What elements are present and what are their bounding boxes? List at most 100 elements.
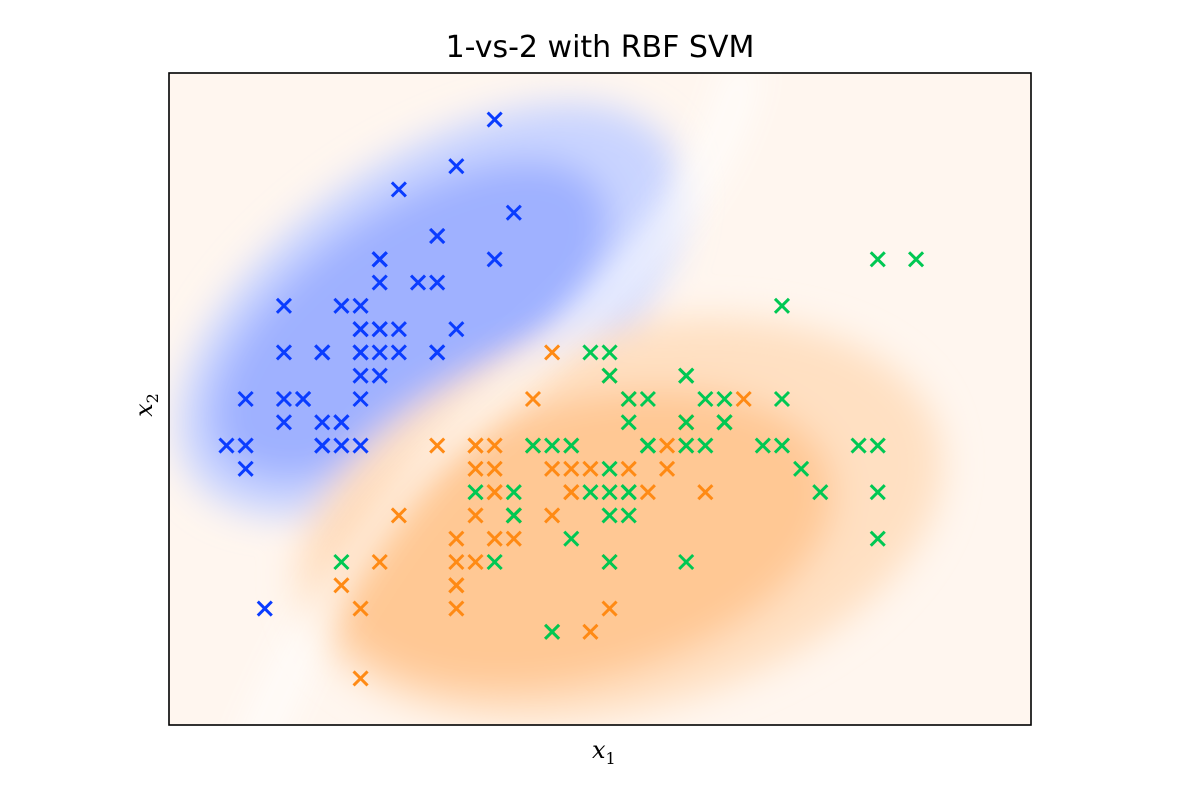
data-point-s3-18 [869, 251, 886, 268]
data-point-s3-48 [639, 437, 656, 454]
data-point-s3-41 [678, 414, 695, 431]
data-point-s3-35 [563, 530, 580, 547]
data-point-s2-45 [467, 507, 484, 524]
data-point-s2-41 [448, 530, 465, 547]
data-point-s3-50 [524, 437, 542, 454]
data-point-s3-20 [544, 623, 561, 640]
data-point-s1-44 [352, 321, 369, 338]
data-point-s1-4 [275, 414, 292, 431]
data-point-s1-19 [486, 251, 503, 268]
data-point-s1-36 [352, 390, 369, 408]
data-point-s1-17 [429, 227, 446, 245]
points-layer [218, 111, 925, 687]
data-point-s3-15 [505, 484, 522, 501]
data-point-s3-30 [773, 437, 791, 454]
data-point-s2-20 [467, 553, 484, 571]
data-point-s3-26 [773, 390, 791, 408]
data-point-s2-47 [486, 460, 503, 477]
data-point-s1-39 [237, 437, 254, 454]
y-axis-label-sub: 2 [143, 393, 162, 403]
data-point-s3-8 [793, 460, 810, 477]
positive-region-inner [211, 160, 609, 480]
data-point-s1-14 [218, 437, 235, 454]
data-point-s2-48 [582, 460, 599, 477]
data-point-s1-31 [314, 414, 331, 431]
data-point-s1-15 [505, 204, 522, 221]
data-point-s1-37 [448, 321, 465, 338]
data-point-s3-21 [716, 390, 733, 408]
decision-background [169, 73, 1031, 725]
data-point-s3-14 [486, 553, 503, 571]
data-point-s3-9 [678, 553, 695, 571]
data-point-s2-15 [467, 460, 484, 477]
data-point-s3-47 [601, 553, 618, 571]
data-point-s2-30 [486, 530, 503, 547]
y-axis-label: x2 [130, 393, 162, 417]
data-point-s2-25 [620, 460, 637, 477]
data-point-s3-43 [505, 507, 522, 524]
data-point-s3-28 [563, 437, 580, 454]
data-point-s1-43 [237, 390, 254, 408]
data-point-s1-2 [333, 437, 350, 454]
data-point-s2-50 [486, 484, 503, 501]
data-point-s3-23 [869, 484, 886, 501]
data-point-s1-46 [314, 437, 331, 454]
data-point-s1-18 [371, 321, 388, 338]
data-point-s3-24 [601, 507, 618, 524]
data-point-s1-9 [237, 460, 254, 477]
data-point-s2-35 [429, 437, 446, 454]
data-point-s1-38 [333, 297, 350, 314]
data-point-s3-32 [908, 251, 925, 268]
data-point-s1-11 [429, 274, 446, 291]
data-point-s2-8 [333, 577, 350, 594]
data-point-s3-27 [582, 484, 599, 501]
decision-boundary [250, 73, 756, 725]
data-point-s2-1 [735, 390, 752, 408]
data-point-s3-42 [716, 414, 733, 431]
data-point-s3-16 [620, 390, 637, 408]
data-point-s3-13 [697, 437, 714, 454]
data-point-s1-23 [275, 297, 292, 314]
data-point-s2-38 [601, 600, 618, 617]
data-point-s3-44 [697, 390, 714, 408]
data-point-s3-46 [678, 437, 695, 454]
data-point-s3-3 [754, 437, 771, 454]
data-point-s1-30 [295, 390, 312, 408]
data-point-s1-48 [275, 390, 292, 408]
data-point-s3-36 [869, 437, 886, 454]
data-point-s3-1 [601, 367, 618, 384]
data-point-s1-25 [314, 344, 331, 361]
data-point-s2-4 [448, 600, 465, 617]
x-axis-label-sub: 1 [606, 749, 616, 768]
data-point-s2-9 [658, 460, 676, 477]
data-point-s1-47 [371, 251, 388, 268]
data-point-s2-27 [697, 484, 714, 501]
data-point-s1-32 [429, 344, 446, 361]
data-point-s3-6 [850, 437, 867, 454]
data-point-s1-22 [371, 274, 388, 291]
data-point-s2-5 [639, 484, 656, 501]
data-point-s2-11 [352, 670, 369, 687]
data-point-s2-44 [352, 600, 369, 617]
data-point-s1-16 [486, 111, 503, 128]
data-point-s3-10 [773, 297, 791, 314]
data-point-s2-49 [371, 553, 388, 571]
data-point-s2-36 [544, 344, 561, 361]
data-point-s2-34 [544, 507, 561, 524]
data-point-s1-40 [371, 344, 388, 361]
data-point-s3-34 [601, 484, 618, 501]
data-point-s3-39 [544, 437, 561, 454]
data-point-s1-5 [352, 297, 369, 314]
data-point-s1-50 [352, 367, 369, 384]
data-point-s2-46 [486, 437, 503, 454]
data-point-s1-34 [448, 158, 465, 175]
data-point-s1-33 [390, 181, 407, 198]
data-point-s3-22 [467, 484, 484, 501]
data-point-s1-49 [409, 274, 427, 291]
data-point-s1-24 [371, 367, 388, 384]
data-point-s1-29 [390, 344, 407, 361]
y-axis-label-main: x [130, 403, 158, 417]
data-point-s2-39 [467, 437, 484, 454]
data-point-s3-7 [333, 553, 350, 571]
